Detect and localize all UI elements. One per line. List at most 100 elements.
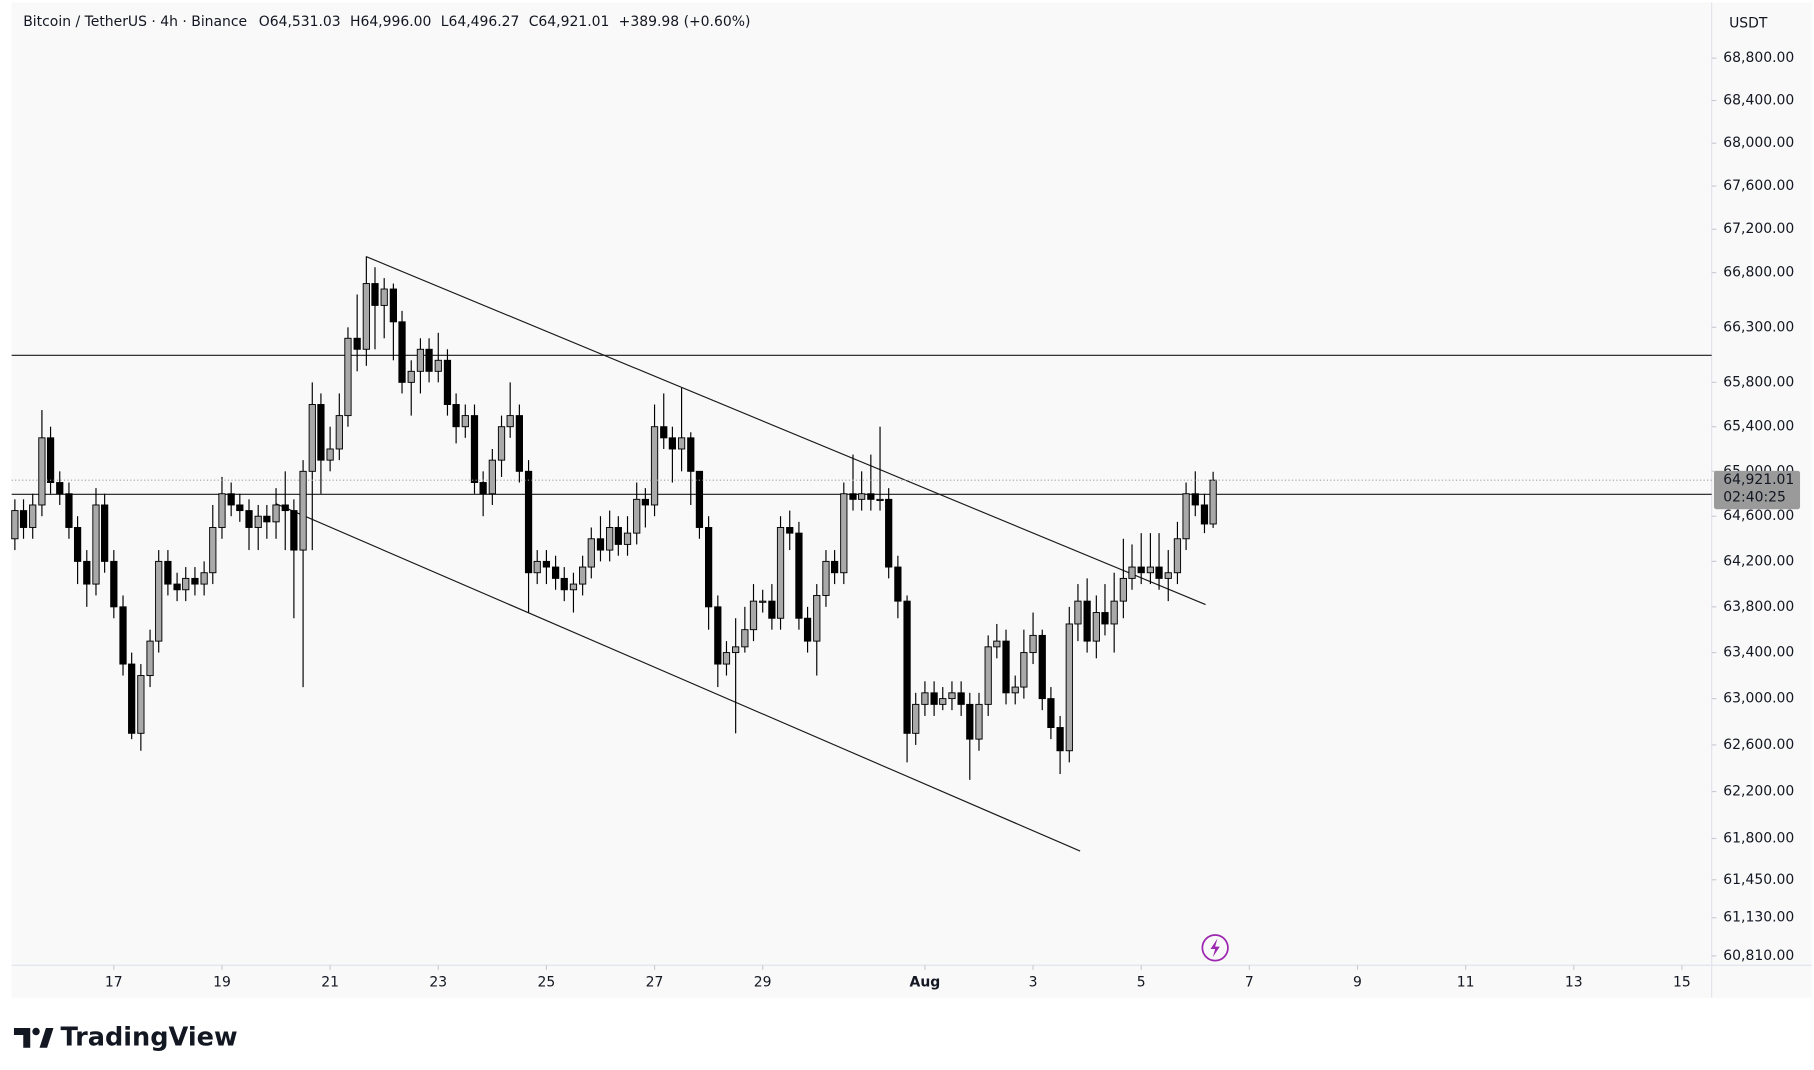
candle-body — [641, 498, 649, 506]
y-tick-label: 68,400.00 — [1723, 93, 1794, 109]
brand-logo: TradingView — [13, 1023, 238, 1053]
y-tick-label: 65,800.00 — [1723, 374, 1794, 390]
candle-body — [515, 415, 523, 472]
candle-body — [795, 532, 803, 619]
candle-body — [867, 493, 875, 500]
candle-body — [380, 288, 388, 306]
candle-body — [1020, 652, 1028, 688]
candle-body — [1164, 572, 1172, 579]
candle-body — [92, 504, 100, 585]
last-price-box — [1713, 470, 1801, 510]
candle-body — [803, 617, 812, 642]
ohlc-value: L64,496.27 — [441, 14, 520, 30]
candle-body — [182, 577, 190, 591]
candle-body — [569, 583, 578, 591]
events-icon[interactable] — [1201, 934, 1229, 962]
candle-body — [1029, 634, 1037, 654]
candle-body — [146, 640, 154, 677]
countdown: 02:40:25 — [1723, 490, 1786, 506]
candle-body — [894, 566, 902, 602]
candle-body — [1182, 493, 1190, 540]
candle-body — [957, 692, 965, 705]
candle-body — [470, 415, 479, 483]
candle-body — [200, 572, 208, 585]
candle-body — [488, 459, 496, 495]
candle-body — [254, 515, 262, 528]
candle-body — [353, 337, 361, 350]
candle-body — [660, 426, 668, 439]
candle-body — [1065, 623, 1073, 752]
candle-body — [912, 703, 920, 734]
candle-body — [1155, 566, 1163, 579]
candle-body — [506, 415, 514, 428]
candle-body — [768, 600, 776, 619]
x-tick-label: 11 — [1457, 975, 1475, 991]
ohlc-value: +389.98 (+0.60%) — [619, 14, 751, 30]
candle-body — [885, 498, 893, 568]
currency[interactable]: USDT — [1729, 15, 1768, 31]
candle-body — [876, 498, 884, 501]
candle-body — [984, 646, 992, 705]
candle-body — [614, 527, 622, 545]
x-tick-label: 29 — [754, 975, 772, 991]
y-tick-label: 67,600.00 — [1723, 178, 1794, 194]
candle-body — [344, 337, 352, 417]
candle-body — [65, 493, 73, 528]
candle-body — [11, 510, 19, 540]
candle-body — [191, 577, 199, 585]
candle-body — [813, 594, 821, 642]
candle-body — [1056, 727, 1064, 752]
candle-body — [452, 404, 460, 428]
x-tick-label: 19 — [213, 975, 231, 991]
candle-body — [326, 448, 334, 461]
candle-body — [606, 527, 614, 551]
y-tick-label: 67,200.00 — [1723, 221, 1794, 237]
candle-body — [776, 527, 785, 619]
candle-body — [290, 510, 298, 551]
candle-body — [245, 510, 253, 528]
candle-body — [939, 698, 947, 705]
candle-body — [443, 359, 452, 405]
candle-body — [371, 283, 379, 306]
candle-body — [830, 560, 839, 574]
candle-body — [317, 404, 325, 461]
candle-body — [993, 640, 1001, 648]
candle-body — [623, 532, 632, 545]
candle-body — [732, 646, 740, 654]
candle-body — [596, 538, 605, 551]
candle-body — [650, 426, 659, 506]
y-tick-label: 60,810.00 — [1723, 948, 1794, 964]
candle-body — [29, 504, 37, 528]
candle-body — [587, 538, 595, 568]
y-tick-label: 63,800.00 — [1723, 599, 1794, 615]
y-tick-label: 62,200.00 — [1723, 784, 1794, 800]
candle-body — [633, 498, 641, 534]
candle-body — [227, 493, 235, 506]
candle-body — [1200, 504, 1209, 525]
candle-body — [110, 560, 118, 608]
candle-body — [308, 404, 316, 472]
candle-body — [119, 606, 127, 665]
y-tick-label: 61,450.00 — [1723, 872, 1794, 888]
candle-body — [479, 482, 487, 495]
currency-box[interactable] — [1716, 7, 1808, 40]
time-axis — [11, 965, 1712, 998]
x-tick-label: 15 — [1673, 975, 1691, 991]
candle-body — [560, 577, 568, 591]
x-tick-label: Aug — [910, 975, 941, 991]
y-tick-label: 61,800.00 — [1723, 830, 1794, 846]
candle-body — [759, 600, 767, 603]
x-tick-label: 5 — [1137, 975, 1146, 991]
candle-body — [1173, 538, 1182, 574]
candle-body — [1209, 479, 1217, 525]
candle-body — [416, 348, 425, 372]
candle-body — [137, 675, 145, 734]
candle-body — [930, 692, 938, 705]
candle-body — [398, 321, 406, 383]
candle-body — [705, 527, 713, 608]
candle-body — [1047, 698, 1055, 728]
candle-body — [542, 560, 551, 568]
candle-body — [425, 348, 433, 372]
candle-body — [1146, 566, 1155, 574]
candle-body — [407, 370, 415, 383]
